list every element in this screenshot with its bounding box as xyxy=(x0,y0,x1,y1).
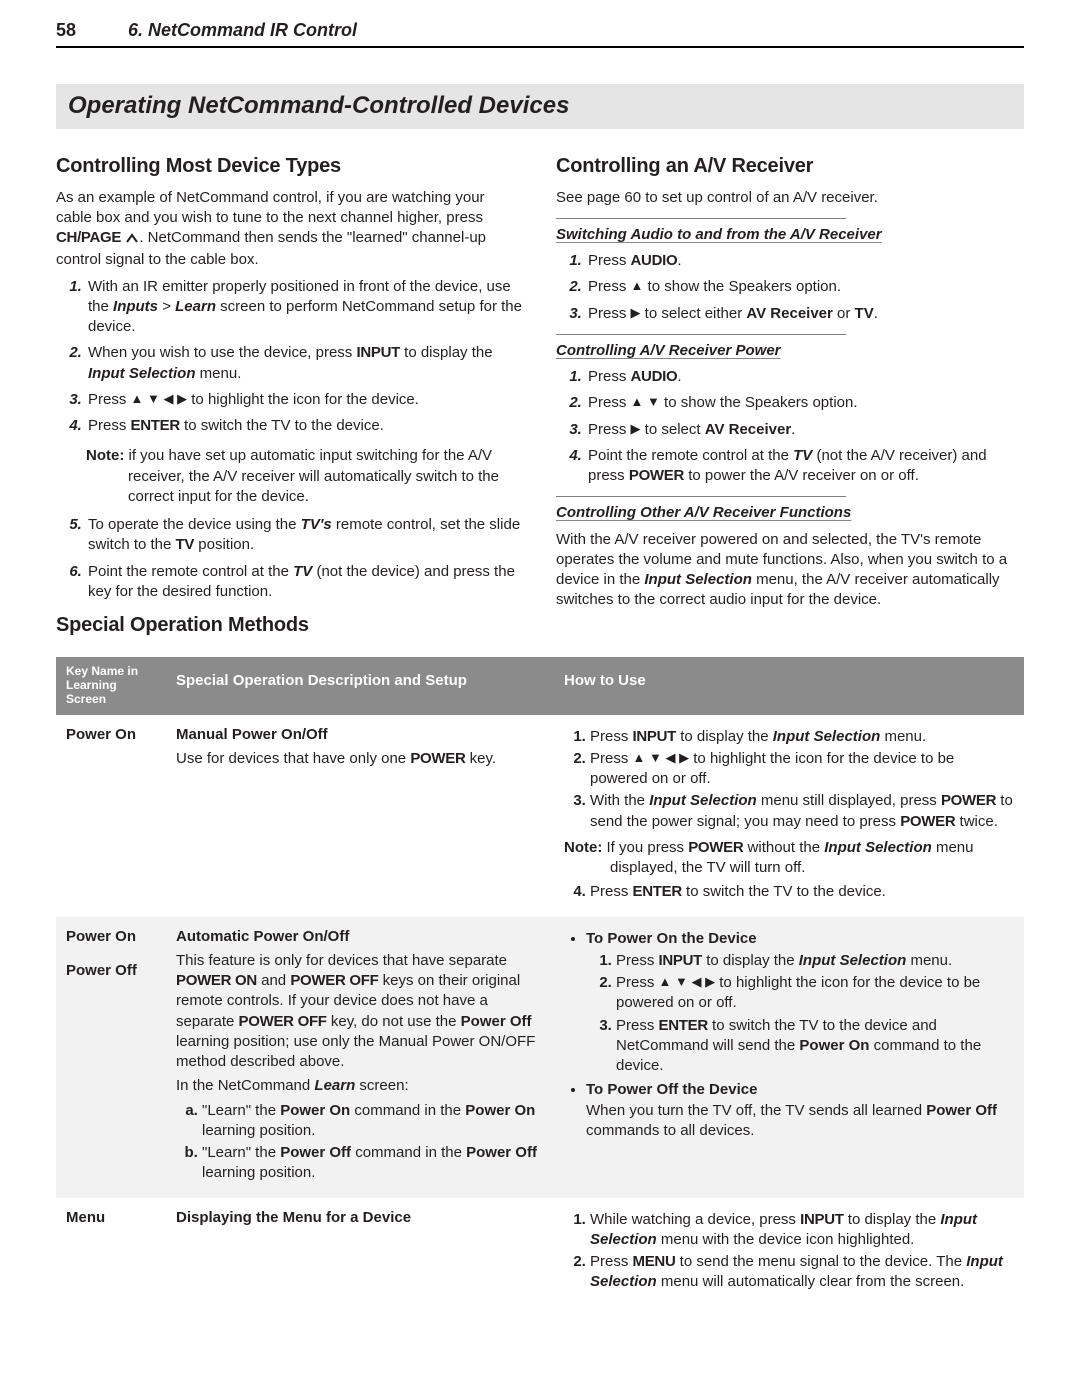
cell-key-name: Power On xyxy=(56,715,166,917)
list-item: To operate the device using the TV's rem… xyxy=(86,515,524,556)
divider xyxy=(556,334,846,335)
list-item: Press ENTER to switch the TV to the devi… xyxy=(86,416,524,436)
list-item: Press ▲ ▼ ◀ ▶ to highlight the icon for … xyxy=(86,390,524,410)
cell-key-name: Menu xyxy=(56,1198,166,1307)
list-item: With an IR emitter properly positioned i… xyxy=(86,277,524,338)
cell-description: Automatic Power On/OffThis feature is on… xyxy=(166,917,554,1198)
cell-how-to-use: To Power On the DevicePress INPUT to dis… xyxy=(554,917,1024,1198)
list-item: Press AUDIO. xyxy=(586,367,1024,387)
special-operations-table: Key Name in Learning Screen Special Oper… xyxy=(56,657,1024,1306)
left-intro: As an example of NetCommand control, if … xyxy=(56,188,524,271)
list-item: Press AUDIO. xyxy=(586,251,1024,271)
page-number: 58 xyxy=(56,18,76,42)
th-key-name: Key Name in Learning Screen xyxy=(56,657,166,714)
cell-key-name: Power OnPower Off xyxy=(56,917,166,1198)
list-item: Press ▲ to show the Speakers option. xyxy=(586,277,1024,297)
table-row: Power OnManual Power On/OffUse for devic… xyxy=(56,715,1024,917)
right-subhead-2: Controlling A/V Receiver Power xyxy=(556,341,1024,361)
left-steps-a: With an IR emitter properly positioned i… xyxy=(56,277,524,437)
list-item: Press ▶ to select AV Receiver. xyxy=(586,420,1024,440)
cell-how-to-use: While watching a device, press INPUT to … xyxy=(554,1198,1024,1307)
cell-description: Manual Power On/OffUse for devices that … xyxy=(166,715,554,917)
running-head: 58 6. NetCommand IR Control xyxy=(56,18,1024,48)
table-row: Power OnPower OffAutomatic Power On/OffT… xyxy=(56,917,1024,1198)
special-operation-heading: Special Operation Methods xyxy=(56,612,524,639)
th-how-to-use: How to Use xyxy=(554,657,1024,714)
list-item: Press ▶ to select either AV Receiver or … xyxy=(586,304,1024,324)
left-steps-b: To operate the device using the TV's rem… xyxy=(56,515,524,602)
cell-how-to-use: Press INPUT to display the Input Selecti… xyxy=(554,715,1024,917)
keycap-ch-page: CH/PAGE xyxy=(56,229,121,246)
table-body: Power OnManual Power On/OffUse for devic… xyxy=(56,715,1024,1307)
divider xyxy=(556,218,846,219)
right-heading: Controlling an A/V Receiver xyxy=(556,153,1024,180)
note-body: if you have set up automatic input switc… xyxy=(128,447,499,505)
section-title-bar: Operating NetCommand-Controlled Devices xyxy=(56,84,1024,128)
list-item: Point the remote control at the TV (not … xyxy=(86,562,524,603)
running-title: 6. NetCommand IR Control xyxy=(128,18,357,42)
right-intro: See page 60 to set up control of an A/V … xyxy=(556,188,1024,208)
chevron-up-icon xyxy=(125,230,139,250)
table-header-row: Key Name in Learning Screen Special Oper… xyxy=(56,657,1024,714)
note-label: Note: xyxy=(86,447,124,464)
list-item: Press ▲ ▼ to show the Speakers option. xyxy=(586,393,1024,413)
th-key-name-line2: Learning Screen xyxy=(66,678,117,706)
right-subhead-3: Controlling Other A/V Receiver Functions xyxy=(556,503,1024,523)
page: 58 6. NetCommand IR Control Operating Ne… xyxy=(0,0,1080,1347)
th-key-name-line1: Key Name in xyxy=(66,664,138,678)
right-steps-1: Press AUDIO. Press ▲ to show the Speakers… xyxy=(556,251,1024,324)
th-description: Special Operation Description and Setup xyxy=(166,657,554,714)
left-heading: Controlling Most Device Types xyxy=(56,153,524,180)
two-column-body: Controlling Most Device Types As an exam… xyxy=(56,147,1024,648)
right-steps-2: Press AUDIO. Press ▲ ▼ to show the Speake… xyxy=(556,367,1024,486)
right-sect3-body: With the A/V receiver powered on and sel… xyxy=(556,530,1024,611)
table-row: MenuDisplaying the Menu for a DeviceWhil… xyxy=(56,1198,1024,1307)
left-column: Controlling Most Device Types As an exam… xyxy=(56,147,524,648)
right-subhead-1: Switching Audio to and from the A/V Rece… xyxy=(556,225,1024,245)
list-item: Point the remote control at the TV (not … xyxy=(586,446,1024,487)
left-note: Note: if you have set up automatic input… xyxy=(86,446,524,507)
right-column: Controlling an A/V Receiver See page 60 … xyxy=(556,147,1024,648)
cell-description: Displaying the Menu for a Device xyxy=(166,1198,554,1307)
list-item: When you wish to use the device, press I… xyxy=(86,343,524,384)
divider xyxy=(556,496,846,497)
